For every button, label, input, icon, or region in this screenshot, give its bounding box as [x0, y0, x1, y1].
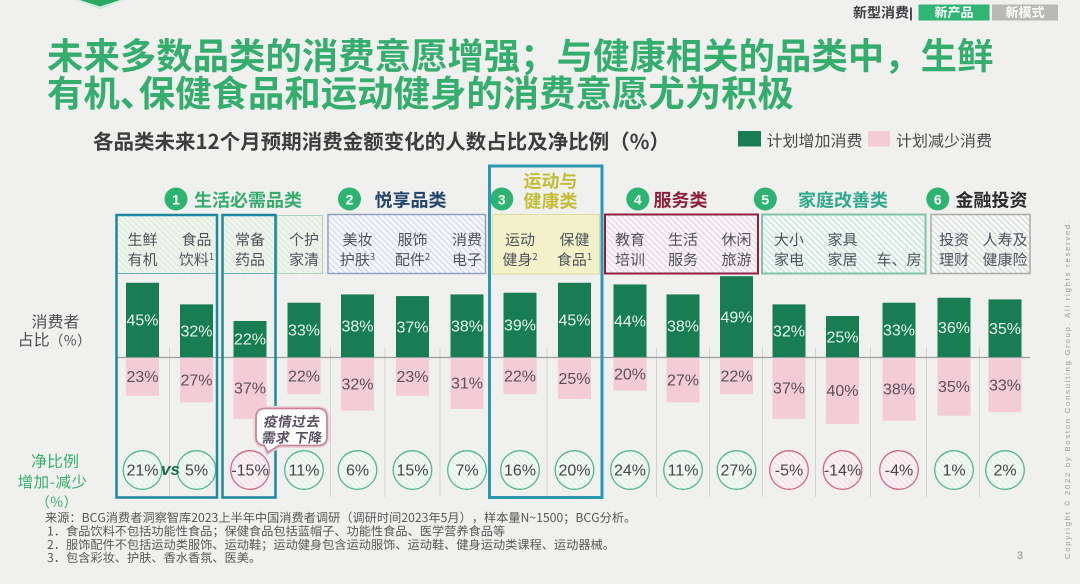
svg-text:35%: 35% — [938, 379, 970, 396]
svg-text:23%: 23% — [396, 369, 428, 386]
svg-text:38%: 38% — [451, 318, 483, 335]
svg-text:1: 1 — [172, 192, 180, 208]
svg-text:6: 6 — [934, 192, 942, 208]
svg-text:33%: 33% — [989, 377, 1021, 394]
svg-text:31%: 31% — [451, 376, 483, 393]
svg-text:3: 3 — [498, 192, 506, 208]
svg-text:-5%: -5% — [775, 463, 803, 480]
svg-text:20%: 20% — [614, 367, 646, 384]
svg-text:-4%: -4% — [885, 463, 913, 480]
svg-text:2: 2 — [346, 192, 354, 208]
svg-text:36%: 36% — [938, 320, 970, 337]
svg-text:23%: 23% — [126, 369, 158, 386]
svg-text:16%: 16% — [504, 463, 536, 480]
svg-text:37%: 37% — [234, 381, 266, 398]
svg-text:33%: 33% — [288, 323, 320, 340]
svg-text:27%: 27% — [720, 463, 752, 480]
svg-text:21%: 21% — [126, 463, 158, 480]
svg-text:32%: 32% — [341, 377, 373, 394]
svg-text:22%: 22% — [504, 368, 536, 385]
svg-text:38%: 38% — [883, 382, 915, 399]
svg-text:11%: 11% — [668, 463, 699, 480]
svg-text:22%: 22% — [288, 368, 320, 385]
svg-text:27%: 27% — [180, 372, 212, 389]
svg-text:4: 4 — [634, 192, 642, 208]
svg-text:Copyright © 2022 by Boston Con: Copyright © 2022 by Boston Consulting Gr… — [1063, 219, 1072, 559]
svg-text:37%: 37% — [396, 319, 428, 336]
svg-text:45%: 45% — [558, 313, 590, 330]
svg-text:-14%: -14% — [824, 463, 861, 480]
svg-text:|: | — [909, 5, 913, 21]
svg-text:38%: 38% — [341, 318, 373, 335]
svg-text:vs: vs — [161, 460, 180, 479]
svg-text:5%: 5% — [185, 463, 208, 480]
svg-text:32%: 32% — [180, 323, 212, 340]
svg-text:40%: 40% — [826, 383, 858, 400]
svg-text:33%: 33% — [883, 323, 915, 340]
svg-text:35%: 35% — [989, 321, 1021, 338]
svg-text:24%: 24% — [614, 463, 646, 480]
svg-text:1%: 1% — [942, 463, 965, 480]
svg-text:6%: 6% — [346, 463, 369, 480]
svg-text:11%: 11% — [289, 463, 320, 480]
svg-text:20%: 20% — [558, 463, 590, 480]
svg-text:37%: 37% — [773, 381, 805, 398]
svg-text:32%: 32% — [773, 323, 805, 340]
svg-text:39%: 39% — [504, 318, 536, 335]
svg-text:49%: 49% — [720, 309, 752, 326]
svg-text:45%: 45% — [126, 313, 158, 330]
svg-text:2%: 2% — [993, 463, 1016, 480]
svg-text:25%: 25% — [826, 329, 858, 346]
svg-text:15%: 15% — [396, 463, 428, 480]
svg-text:3: 3 — [1017, 550, 1023, 562]
svg-text:38%: 38% — [667, 318, 699, 335]
svg-text:-15%: -15% — [231, 463, 268, 480]
svg-text:22%: 22% — [720, 368, 752, 385]
svg-text:25%: 25% — [558, 371, 590, 388]
svg-text:27%: 27% — [667, 372, 699, 389]
svg-text:44%: 44% — [614, 313, 646, 330]
svg-text:7%: 7% — [455, 463, 478, 480]
svg-text:5: 5 — [761, 192, 769, 208]
svg-text:22%: 22% — [234, 332, 266, 349]
